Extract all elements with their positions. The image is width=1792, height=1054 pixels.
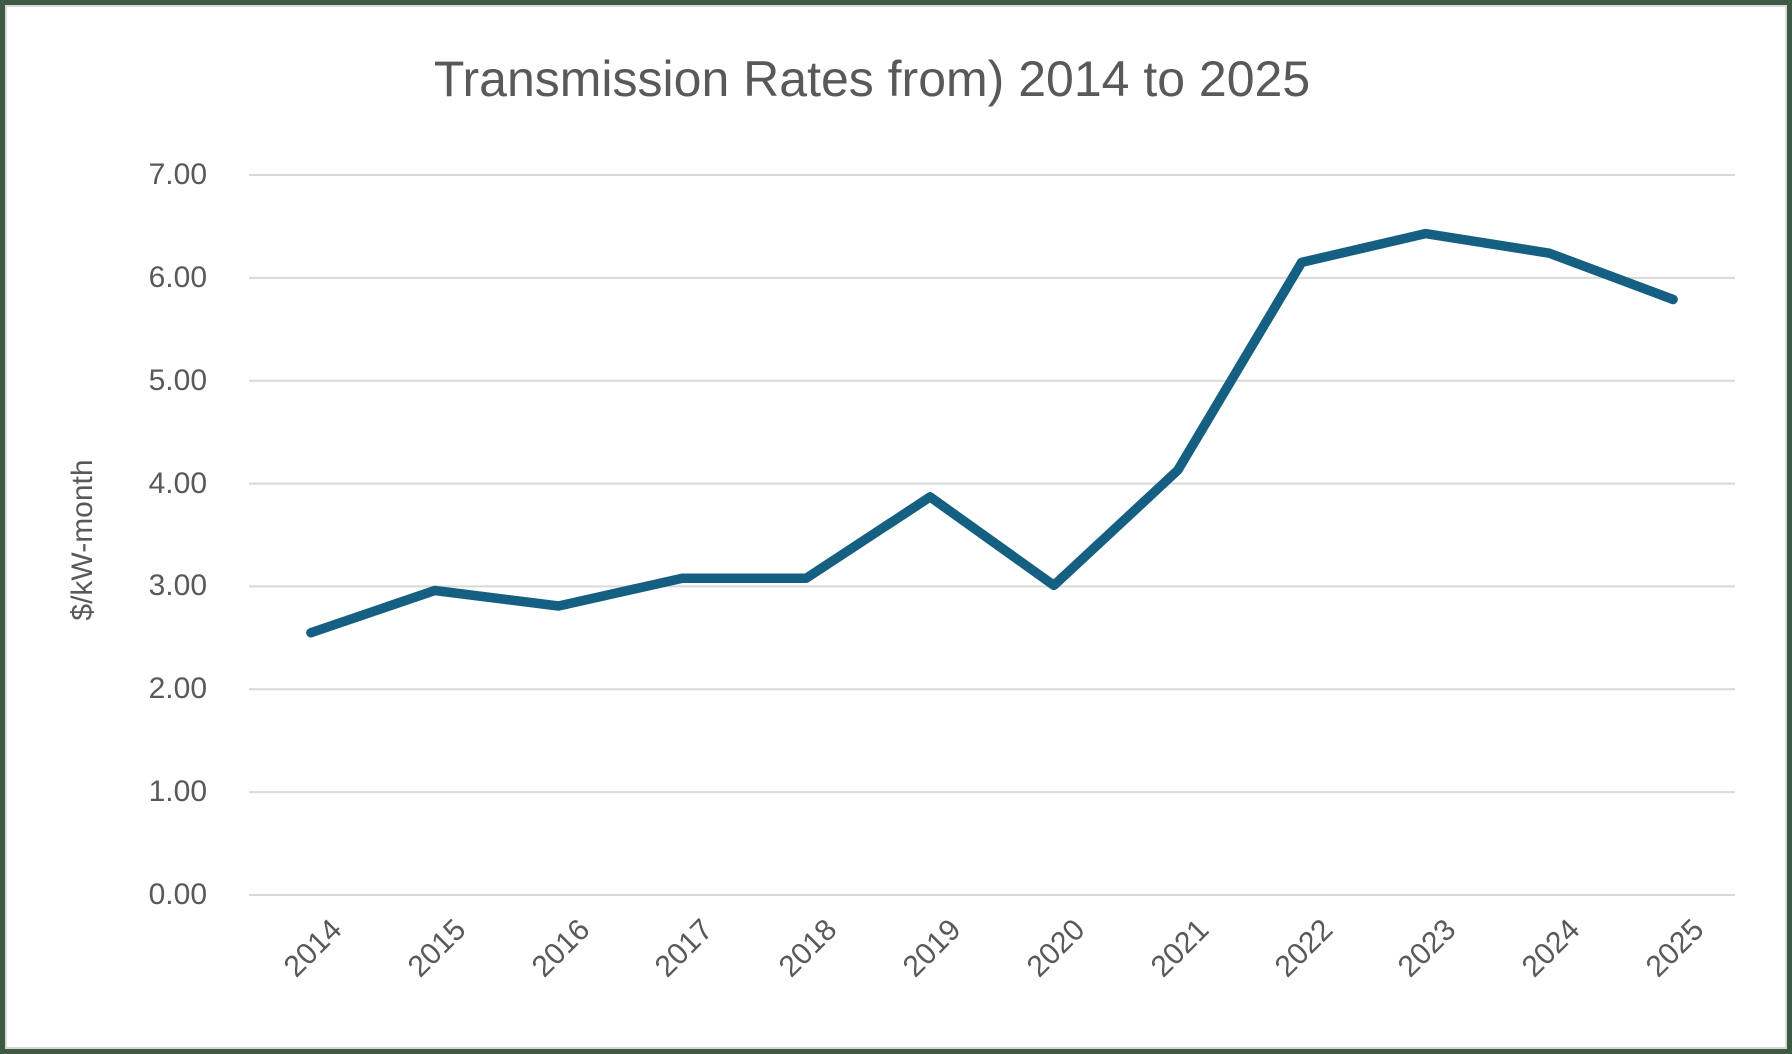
plot-area	[249, 174, 1735, 896]
y-tick-label: 5.00	[148, 363, 207, 397]
y-tick-label: 3.00	[148, 569, 207, 603]
y-tick-label: 1.00	[148, 775, 207, 809]
chart-title: Transmission Rates from) 2014 to 2025	[433, 51, 1311, 107]
data-line	[306, 228, 1678, 638]
y-tick-label: 2.00	[148, 672, 207, 706]
y-tick-label: 4.00	[148, 466, 207, 500]
y-tick-label: 7.00	[148, 158, 207, 191]
chart-background: Transmission Rates from) 2014 to 2025 $/…	[5, 5, 1787, 1049]
y-tick-label: 6.00	[148, 260, 207, 294]
y-tick-label: 0.00	[148, 878, 207, 911]
